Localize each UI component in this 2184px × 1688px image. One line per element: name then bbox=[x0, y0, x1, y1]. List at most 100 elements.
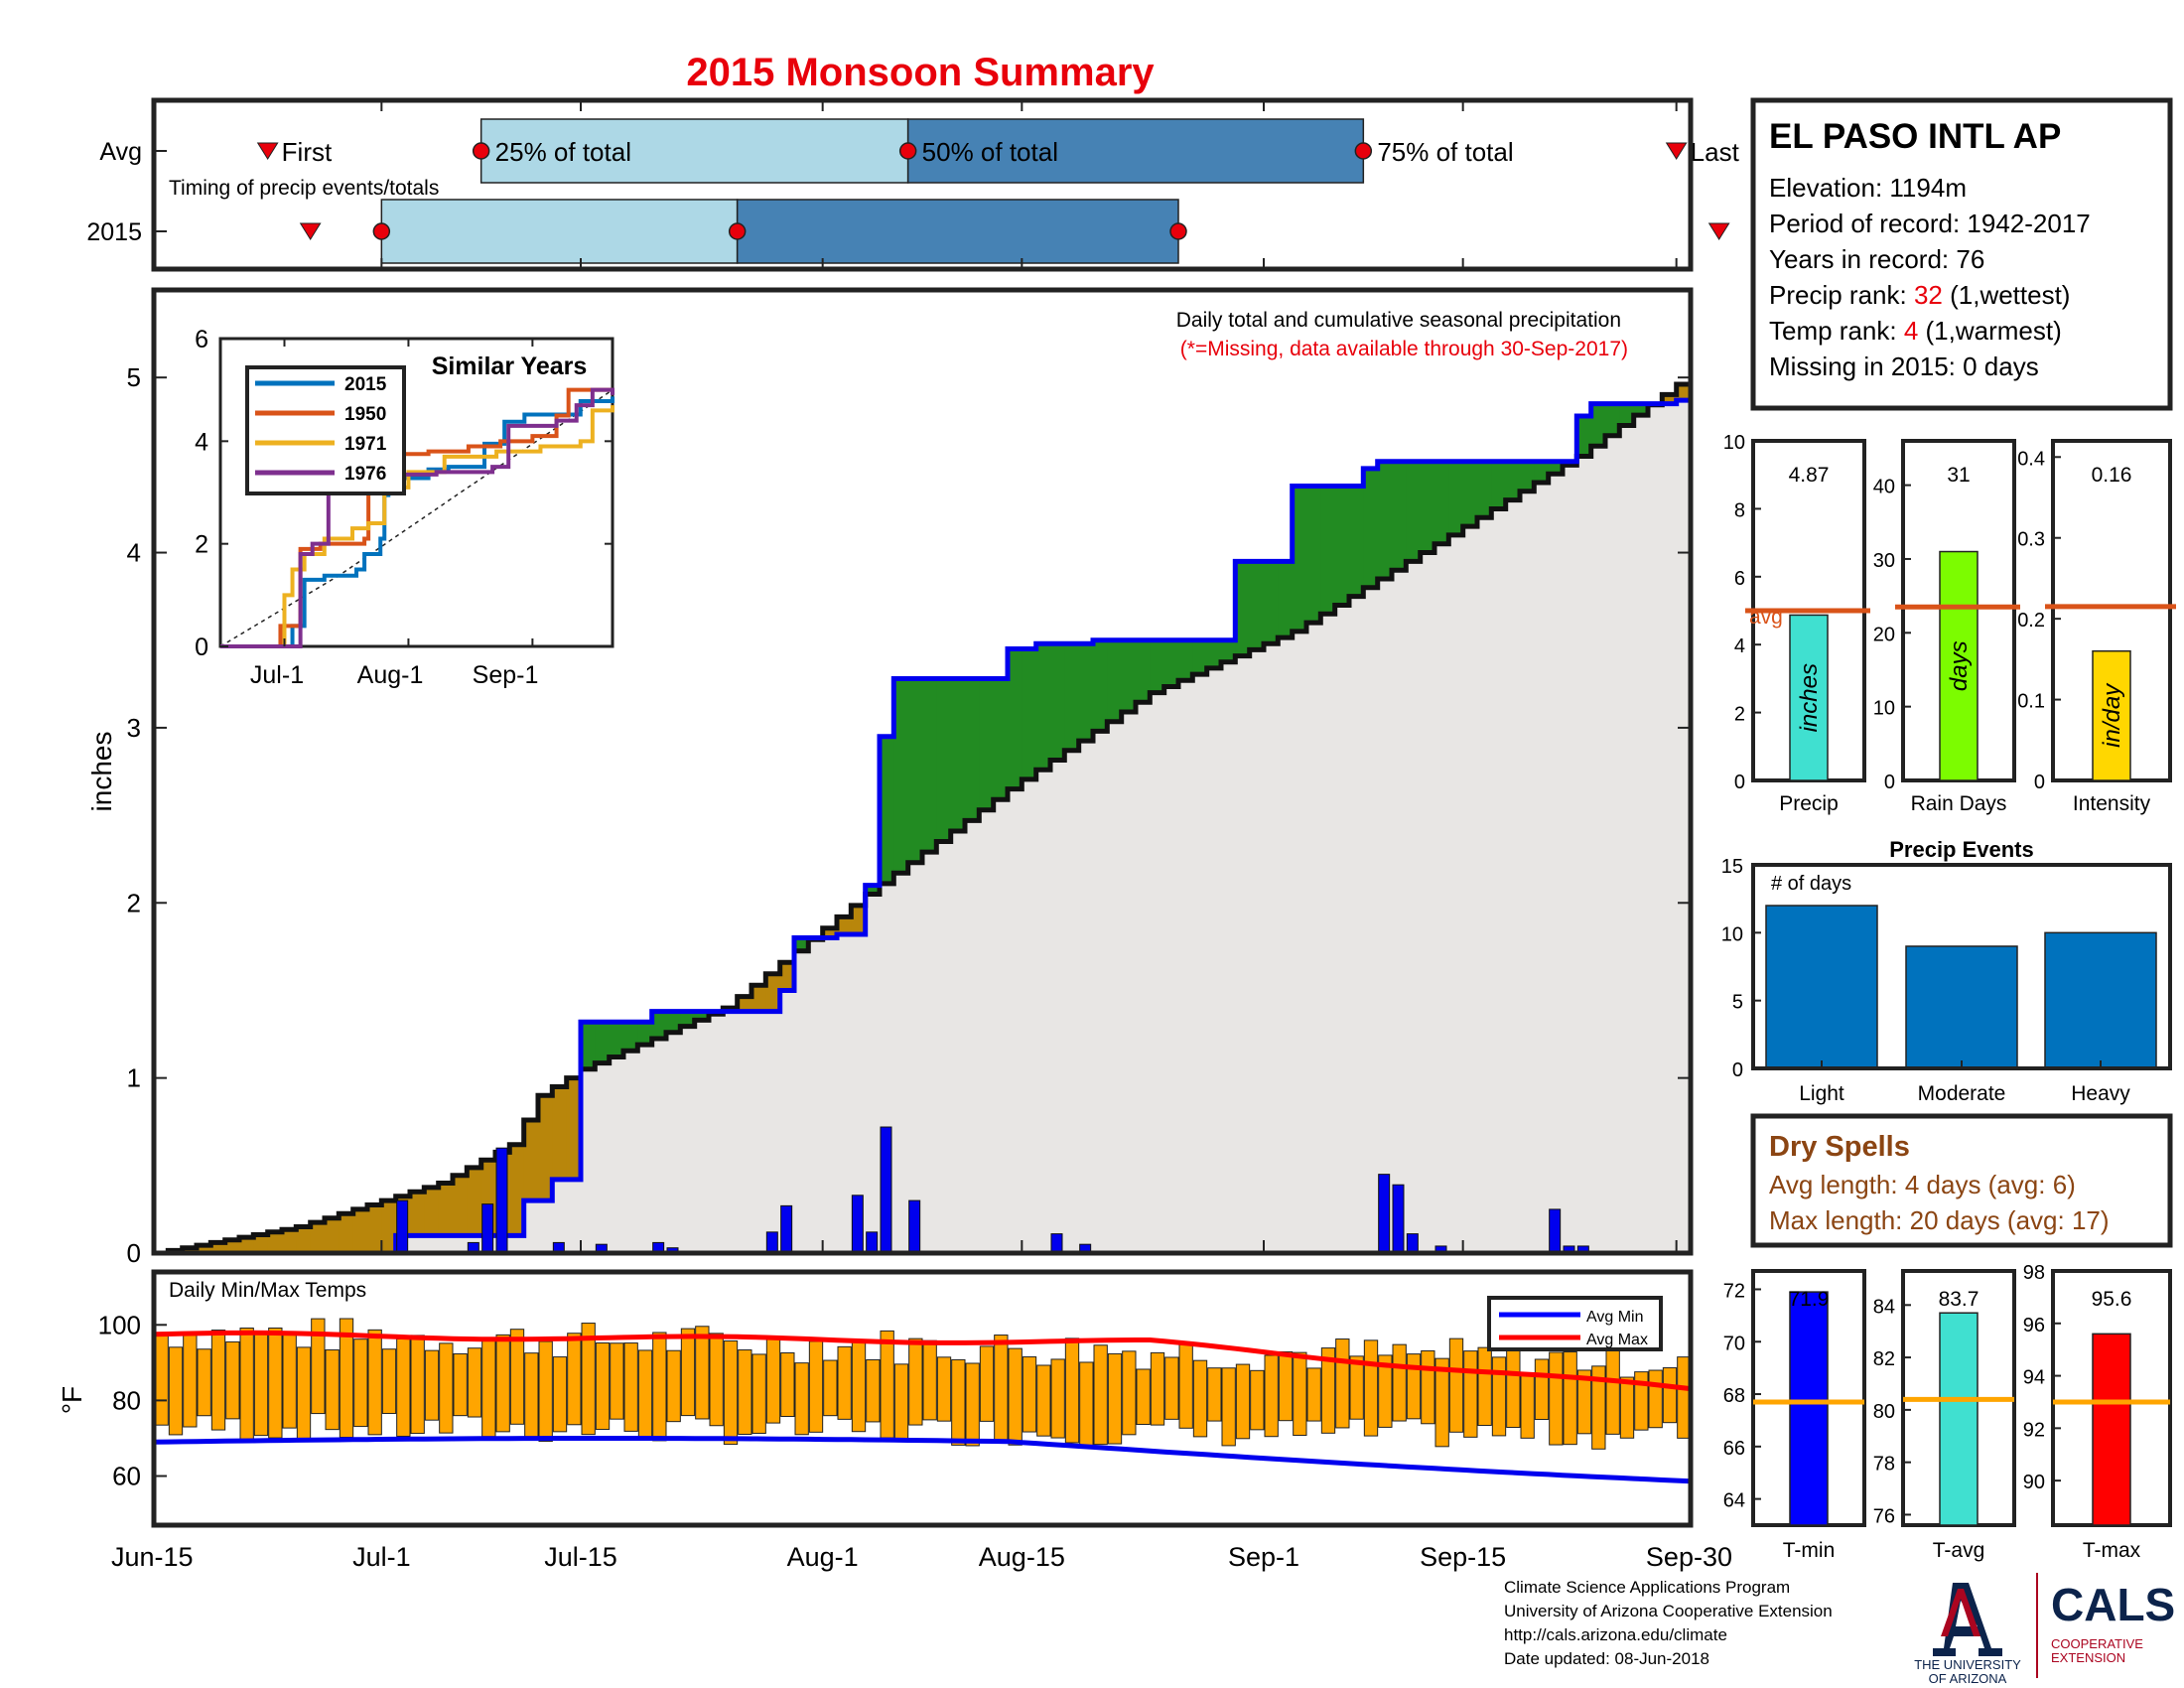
diff-fill bbox=[381, 1200, 397, 1253]
diff-fill bbox=[239, 1237, 254, 1253]
daily-temp-bar bbox=[794, 1362, 809, 1436]
diff-fill bbox=[210, 1242, 226, 1253]
daily-temp-bar bbox=[1335, 1338, 1350, 1429]
diff-fill bbox=[1320, 486, 1336, 615]
diff-fill bbox=[1192, 639, 1208, 675]
diff-fill bbox=[1349, 486, 1364, 597]
daily-temp-bar bbox=[837, 1345, 852, 1420]
temp-rank-prefix: Temp rank: bbox=[1769, 316, 1904, 346]
ytick-label: 1 bbox=[127, 1063, 141, 1093]
daily-temp-bar bbox=[738, 1349, 752, 1436]
station-temp-rank: Temp rank: 4 (1,warmest) bbox=[1769, 316, 2062, 346]
tsum-ytick-label-tavg: 76 bbox=[1873, 1505, 1895, 1527]
daily-temp-bar bbox=[637, 1349, 653, 1439]
diff-fill bbox=[1093, 639, 1108, 732]
daily-temp-bar bbox=[1406, 1353, 1422, 1420]
tsum-ytick-label-tmax: 96 bbox=[2023, 1315, 2045, 1336]
diff-fill bbox=[1548, 461, 1564, 475]
dry-spells-max: Max length: 20 days (avg: 17) bbox=[1769, 1205, 2110, 1235]
inset-xtick-label: Sep-1 bbox=[473, 661, 539, 689]
daily-temp-bar bbox=[1278, 1350, 1294, 1422]
daily-temp-bar bbox=[851, 1341, 867, 1433]
cals-logo-text: CALS bbox=[2051, 1579, 2175, 1630]
footer: Climate Science Applications Program Uni… bbox=[1504, 1573, 2175, 1686]
daily-precip-bar bbox=[495, 1147, 508, 1254]
diff-fill bbox=[837, 916, 852, 935]
daily-precip-bar bbox=[1378, 1174, 1391, 1254]
events-ytick-label: 0 bbox=[1732, 1059, 1743, 1081]
diff-fill bbox=[224, 1239, 240, 1253]
diff-fill bbox=[523, 1119, 539, 1201]
daily-temp-bar bbox=[1378, 1354, 1393, 1428]
daily-temp-bar bbox=[210, 1330, 226, 1431]
ytick-label: 5 bbox=[127, 362, 141, 392]
daily-precip-bar bbox=[1050, 1233, 1063, 1254]
daily-temp-bar bbox=[1093, 1344, 1108, 1446]
diff-fill bbox=[1420, 461, 1435, 553]
tsum-bar-tmax bbox=[2092, 1333, 2131, 1526]
daily-temp-bar bbox=[922, 1339, 937, 1421]
diff-fill bbox=[1008, 648, 1023, 789]
daily-precip-bar bbox=[1392, 1184, 1405, 1254]
daily-temp-bar bbox=[1250, 1369, 1265, 1431]
inset-ytick-label: 0 bbox=[195, 633, 208, 661]
diff-fill bbox=[296, 1226, 312, 1253]
daily-temp-bar bbox=[1463, 1350, 1478, 1438]
daily-temp-bar bbox=[1221, 1367, 1236, 1447]
block-a-icon bbox=[1933, 1583, 2002, 1656]
events-bar-2 bbox=[2044, 931, 2157, 1069]
diff-fill bbox=[794, 937, 809, 951]
inset-legend-text-1976: 1976 bbox=[344, 464, 386, 485]
daily-temp-bar bbox=[481, 1338, 496, 1438]
diff-fill bbox=[1050, 643, 1065, 761]
diff-fill bbox=[1633, 403, 1649, 416]
inset-legend-layer: 2015 1950 1971 1976 bbox=[255, 374, 387, 485]
daily-temp-bar bbox=[965, 1362, 980, 1447]
daily-temp-bar bbox=[765, 1336, 781, 1424]
timing-marker-p50-0 bbox=[898, 142, 917, 160]
daily-temp-bar bbox=[1549, 1351, 1564, 1446]
tsum-ytick-label-tmax: 90 bbox=[2023, 1472, 2045, 1493]
summary-ytick-label-rain_days: 40 bbox=[1873, 477, 1895, 498]
daily-precip-bar bbox=[481, 1203, 494, 1254]
inset-legend-text-1971: 1971 bbox=[344, 434, 387, 455]
diff-fill bbox=[1292, 486, 1307, 632]
timing-box-q1-0 bbox=[479, 118, 909, 184]
daily-temp-bar bbox=[1178, 1342, 1193, 1429]
timing-marker-p25-0 bbox=[472, 142, 490, 160]
dry-spells-title: Dry Spells bbox=[1769, 1131, 1910, 1163]
avg-marker-label: avg bbox=[1749, 606, 1783, 629]
tsum-ytick-label-tmin: 66 bbox=[1723, 1438, 1745, 1460]
diff-fill bbox=[737, 996, 752, 1012]
summary-ytick-label-intensity: 0.1 bbox=[2017, 691, 2045, 713]
temp-chart: 60 80 100 Daily Min/Max Temps °F Avg Min A… bbox=[57, 1269, 1694, 1528]
daily-precip-bar bbox=[765, 1231, 778, 1254]
daily-temp-bar bbox=[994, 1335, 1009, 1443]
daily-temp-bar bbox=[367, 1329, 382, 1436]
diff-fill bbox=[581, 1022, 596, 1069]
daily-temp-bar bbox=[979, 1345, 995, 1422]
summary-ytick-label-precip: 4 bbox=[1734, 635, 1745, 657]
inset-ytick-label: 6 bbox=[195, 326, 208, 353]
diff-fill bbox=[1377, 461, 1393, 579]
summary-ytick-label-intensity: 0 bbox=[2034, 772, 2045, 793]
tsum-ytick-label-tmin: 68 bbox=[1723, 1385, 1745, 1407]
daily-temp-bar bbox=[1293, 1351, 1307, 1437]
daily-temp-bar bbox=[538, 1340, 553, 1443]
summary-ytick-label-precip: 0 bbox=[1734, 772, 1745, 793]
diff-fill bbox=[1078, 643, 1094, 742]
observed-cumulative-line bbox=[154, 397, 1691, 1256]
summary-unit-precip: inches bbox=[1796, 663, 1823, 732]
daily-precip-bar bbox=[1549, 1208, 1562, 1254]
diff-fill bbox=[453, 1175, 468, 1236]
daily-temp-bar bbox=[1136, 1368, 1151, 1425]
summary-ytick-label-intensity: 0.3 bbox=[2017, 529, 2045, 551]
daily-temp-bar bbox=[567, 1333, 582, 1426]
temp-rank-suffix: (1,warmest) bbox=[1918, 316, 2061, 346]
diff-fill bbox=[765, 973, 781, 1012]
diff-fill bbox=[907, 678, 923, 863]
summary-unit-rain_days: days bbox=[1946, 640, 1973, 691]
diff-fill bbox=[552, 1086, 568, 1180]
xtick-label: Sep-15 bbox=[1420, 1542, 1506, 1572]
diff-fill bbox=[253, 1234, 269, 1253]
